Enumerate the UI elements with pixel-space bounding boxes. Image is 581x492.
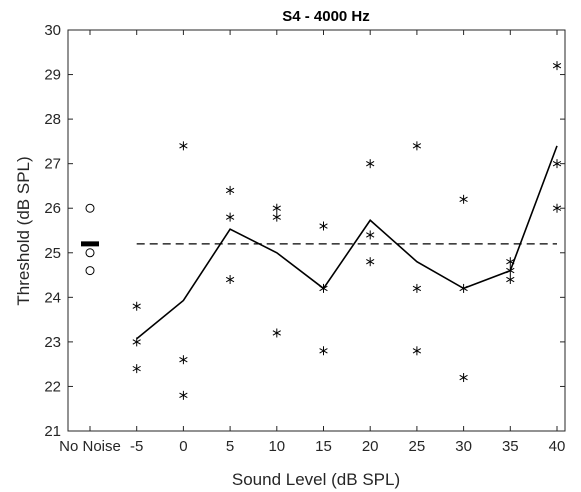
- y-tick-label: 28: [44, 111, 61, 128]
- asterisk-stroke: [132, 339, 141, 345]
- y-axis-label: Threshold (dB SPL): [14, 156, 33, 305]
- x-tick-label: 5: [226, 438, 234, 455]
- plot-area: [67, 29, 566, 432]
- y-tick-label: 29: [44, 67, 61, 84]
- trial-point: [132, 364, 141, 374]
- trial-point: [366, 230, 375, 240]
- trial-point: [319, 346, 328, 356]
- asterisk-stroke: [459, 374, 468, 381]
- trial-point: [319, 283, 328, 293]
- asterisk-stroke: [225, 214, 235, 220]
- chart-title: S4 - 4000 Hz: [282, 8, 370, 25]
- trial-point: [225, 185, 235, 195]
- y-tick-label: 27: [44, 156, 61, 173]
- trial-point: [366, 257, 375, 267]
- x-tick-label: 15: [315, 438, 332, 455]
- trial-point: [459, 194, 468, 204]
- asterisk-stroke: [272, 205, 281, 211]
- asterisk-stroke: [179, 392, 188, 399]
- asterisk-stroke: [272, 330, 281, 336]
- x-tick-label: 20: [362, 438, 379, 455]
- trial-point: [179, 355, 188, 365]
- trial-point: [272, 328, 281, 338]
- y-tick-label: 21: [44, 423, 61, 440]
- trial-point: [319, 221, 328, 231]
- asterisk-stroke: [179, 143, 188, 149]
- trial-point: [225, 212, 235, 222]
- y-tick-label: 24: [44, 289, 61, 306]
- asterisk-stroke: [412, 285, 422, 292]
- x-axis-label: Sound Level (dB SPL): [232, 470, 400, 489]
- trial-point: [225, 275, 235, 285]
- asterisk-stroke: [506, 276, 515, 283]
- no-noise-circle: [85, 266, 95, 276]
- asterisk-stroke: [272, 214, 281, 220]
- asterisk-stroke: [366, 232, 375, 238]
- trial-point: [459, 283, 468, 293]
- asterisk-stroke: [506, 267, 515, 274]
- asterisk-stroke: [225, 187, 235, 194]
- trial-point: [179, 141, 188, 151]
- asterisk-stroke: [412, 143, 422, 149]
- asterisk-stroke: [319, 223, 328, 229]
- asterisk-stroke: [132, 365, 141, 372]
- asterisk-stroke: [132, 303, 141, 309]
- trial-point: [412, 283, 422, 293]
- asterisk-stroke: [319, 348, 328, 354]
- x-tick-label: 40: [549, 438, 566, 455]
- asterisk-stroke: [179, 357, 188, 363]
- asterisk-stroke: [366, 160, 375, 167]
- y-tick-label: 22: [44, 378, 61, 395]
- trial-point: [179, 390, 188, 400]
- y-tick-label: 26: [44, 200, 61, 217]
- trial-point: [366, 159, 375, 169]
- trial-point: [552, 159, 562, 169]
- trial-point: [132, 301, 141, 311]
- trial-point: [272, 212, 281, 222]
- asterisk-stroke: [552, 62, 562, 69]
- asterisk-stroke: [459, 285, 468, 292]
- trial-point: [132, 337, 141, 347]
- x-tick-label: No Noise: [59, 438, 121, 455]
- no-noise-circle: [85, 248, 95, 258]
- data-layer: [81, 61, 562, 400]
- trial-point: [552, 61, 562, 71]
- asterisk-stroke: [459, 196, 468, 202]
- y-tick-label: 23: [44, 334, 61, 351]
- trial-point: [272, 203, 281, 213]
- trial-point: [506, 266, 515, 276]
- y-tick-label: 25: [44, 245, 61, 262]
- trial-point: [459, 373, 468, 383]
- x-tick-label: 10: [268, 438, 285, 455]
- asterisk-stroke: [506, 259, 515, 265]
- x-tick-label: 30: [455, 438, 472, 455]
- x-tick-label: 25: [409, 438, 426, 455]
- no-noise-circle: [85, 203, 95, 213]
- trial-point: [412, 141, 422, 151]
- asterisk-stroke: [552, 205, 562, 211]
- no-noise-mean-bar: [81, 241, 99, 247]
- y-tick-label: 30: [44, 22, 61, 39]
- trial-point: [506, 275, 515, 285]
- trial-point: [506, 257, 515, 267]
- x-tick-label: 0: [179, 438, 187, 455]
- asterisk-stroke: [225, 276, 235, 283]
- asterisk-stroke: [552, 160, 562, 167]
- mean-line: [136, 145, 558, 340]
- trial-point: [412, 346, 422, 356]
- asterisk-stroke: [319, 285, 328, 292]
- asterisk-stroke: [412, 348, 422, 354]
- x-tick-label: 35: [502, 438, 519, 455]
- trial-point: [552, 203, 562, 213]
- asterisk-stroke: [366, 259, 375, 265]
- x-tick-label: -5: [130, 438, 143, 455]
- axis-ticks: No Noise -5 0 5 10 15 20 25 30 35 40 21 22 23 24 25 26 27…: [44, 22, 565, 455]
